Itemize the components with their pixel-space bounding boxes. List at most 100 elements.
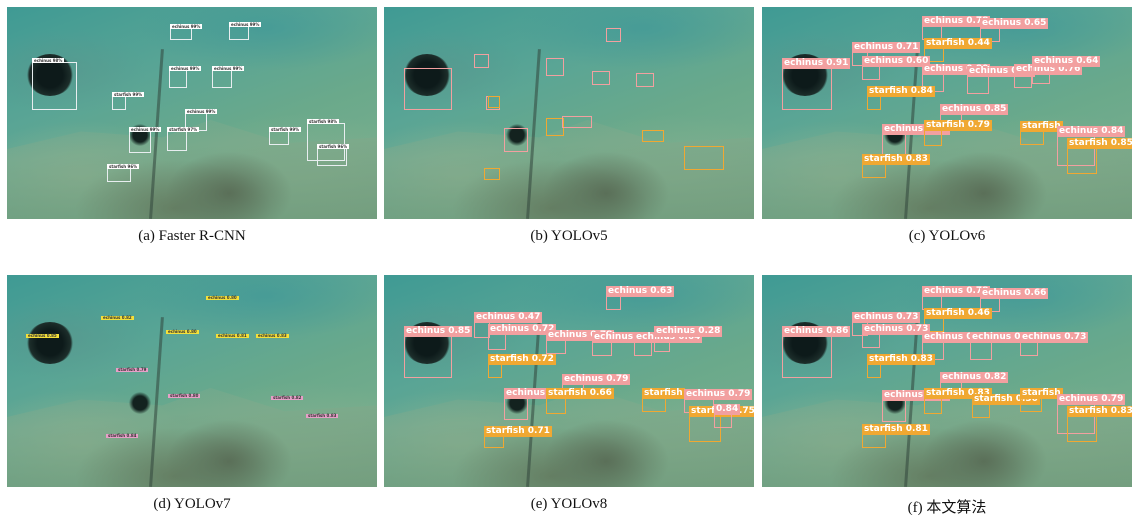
detection-box: starfish 0.81 <box>862 424 930 448</box>
caption-yolov7: (d) YOLOv7 <box>153 496 231 512</box>
detection-label: echinus 0.79 <box>562 374 631 385</box>
detection-box <box>504 128 528 152</box>
detection-label: echinus 0.47 <box>474 312 543 323</box>
detection-box: echinus 0.78 <box>546 330 615 354</box>
detection-label: echinus 0.80 <box>166 329 199 334</box>
detection-label: starfish 97% <box>167 127 200 132</box>
detection-label: starfish 0.83 <box>924 388 992 399</box>
caption-yolov6: (c) YOLOv6 <box>908 228 986 244</box>
detection-box <box>592 71 610 85</box>
detection-label: echinus 0.91 <box>782 58 851 69</box>
detection-label: echinus 0.85 <box>940 104 1009 115</box>
detection-box <box>404 68 452 110</box>
detection-box: echinus 0.76 <box>1014 64 1083 88</box>
detection-box: starfish 0.83 <box>924 388 992 414</box>
detection-label: starfish 96% <box>107 164 140 169</box>
detection-box: starfish 99% <box>112 92 145 110</box>
detection-label: echinus 99% <box>185 109 218 114</box>
detection-box: starfish 0.83 <box>306 414 339 419</box>
detection-box: echinus 98% <box>32 58 77 110</box>
detection-label: echinus 0.85 <box>404 326 473 337</box>
detection-box: echinus 0.81 <box>216 334 249 339</box>
detection-box: starfish 0.83 <box>867 354 935 378</box>
detection-box: echinus 99% <box>169 66 202 88</box>
detection-box <box>474 54 489 68</box>
detection-label: starfish 0.79 <box>116 367 149 372</box>
detection-label: starfish 0.83 <box>1067 406 1132 417</box>
detection-box: starfish <box>1020 121 1063 145</box>
caption-yolov8: (e) YOLOv8 <box>530 496 608 512</box>
panel-faster-rcnn: echinus 99% echinus 99% echinus 98% starfis… <box>7 7 377 219</box>
detection-box: starfish <box>642 388 685 412</box>
detection-label: starfish 0.83 <box>867 354 935 365</box>
detection-box: echinus 0.84 <box>1057 126 1126 166</box>
detection-label: echinus 0.63 <box>606 286 675 297</box>
detection-label: echinus 0.82 <box>101 315 134 320</box>
detection-box: starfish 0.83 <box>862 154 930 178</box>
detection-box: echinus 0.60 <box>862 56 931 80</box>
detection-label: echinus 99% <box>229 22 262 27</box>
detection-label: echinus 0.76 <box>1014 64 1083 75</box>
detection-box: echinus 0.70 <box>592 332 661 356</box>
detection-label: echinus 0.73 <box>1020 332 1089 343</box>
detection-box: starfish 0.30 <box>972 394 1040 418</box>
detection-label: starfish 0.46 <box>924 308 992 319</box>
panel-ours: echinus 0.78 echinus 0.66 starfish 0.46 ech… <box>762 275 1132 487</box>
detection-box: starfish 0.85 <box>1067 138 1132 174</box>
detection-label: echinus 98% <box>32 58 65 63</box>
detection-box: starfish <box>1020 388 1063 412</box>
detection-label: echinus 99% <box>170 24 203 29</box>
detection-label: echinus 0.84 <box>882 124 951 135</box>
detection-label: echinus 0.65 <box>980 18 1049 29</box>
detection-label: echinus 0.81 <box>216 333 249 338</box>
detection-label: echinus 0.83 <box>256 333 289 338</box>
detection-box: starfish 0.83 <box>1067 406 1132 442</box>
detection-label: echinus 0.72 <box>488 324 557 335</box>
detection-box: echinus 0.73 <box>1020 332 1089 356</box>
detection-label: starfish 96% <box>317 144 350 149</box>
detection-box: echinus 0.80 <box>206 296 239 302</box>
detection-box: starfish 0.79 <box>116 368 149 373</box>
detection-label: echinus 0.78 <box>546 330 615 341</box>
detection-box: starfish 97% <box>167 127 200 151</box>
detection-box: echinus 0.28 <box>654 326 723 352</box>
detection-box: echinus 0.82 <box>504 388 573 420</box>
detection-label: echinus 0.80 <box>922 64 991 75</box>
caption-ours: (f) 本文算法 <box>907 500 987 516</box>
detection-box: echinus 99% <box>170 24 203 40</box>
detection-label: starfish 0.84 <box>867 86 935 97</box>
detection-box: echinus 0.79 <box>970 332 1039 360</box>
detection-box: starfish 96% <box>317 144 350 166</box>
detection-label: starfish 0.79 <box>924 120 992 131</box>
detection-box <box>636 73 654 87</box>
detection-label: starfish <box>1020 388 1063 399</box>
detection-box: starfish 96% <box>107 164 140 182</box>
detection-label: echinus 0.79 <box>970 332 1039 343</box>
detection-box: starfish 0.80 <box>168 394 201 399</box>
detection-label: echinus 0.82 <box>940 372 1009 383</box>
detection-label: echinus 99% <box>212 66 245 71</box>
detection-box: echinus 0.91 <box>782 58 851 110</box>
detection-label: echinus 0.70 <box>592 332 661 343</box>
detection-box: echinus 0.84 <box>882 124 951 156</box>
detection-label: echinus 0.79 <box>1057 394 1126 405</box>
detection-label: echinus 0.82 <box>967 66 1036 77</box>
detection-label: echinus 0.81 <box>922 332 991 343</box>
detection-label: starfish 98% <box>307 119 340 124</box>
detection-box: echinus 0.85 <box>26 334 59 339</box>
detection-box: echinus 0.83 <box>256 334 289 339</box>
detection-box: starfish 0.84 <box>106 434 139 439</box>
detection-label: starfish 0.66 <box>546 388 614 399</box>
detection-label: starfish 0.44 <box>924 38 992 49</box>
detection-label: 0.84 <box>714 404 741 415</box>
detection-box: starfish 0.79 <box>924 120 992 146</box>
detection-label: echinus 99% <box>129 127 162 132</box>
detection-box: starfish 99% <box>269 127 302 145</box>
detection-box <box>684 146 724 170</box>
detection-box: starfish 0.84 <box>867 86 935 110</box>
detection-box: echinus 0.79 <box>1057 394 1126 434</box>
caption-yolov5: (b) YOLOv5 <box>530 228 608 244</box>
detection-label: echinus 0.82 <box>504 388 573 399</box>
detection-box: echinus 0.82 <box>101 316 134 321</box>
detection-label: echinus 0.73 <box>852 312 921 323</box>
